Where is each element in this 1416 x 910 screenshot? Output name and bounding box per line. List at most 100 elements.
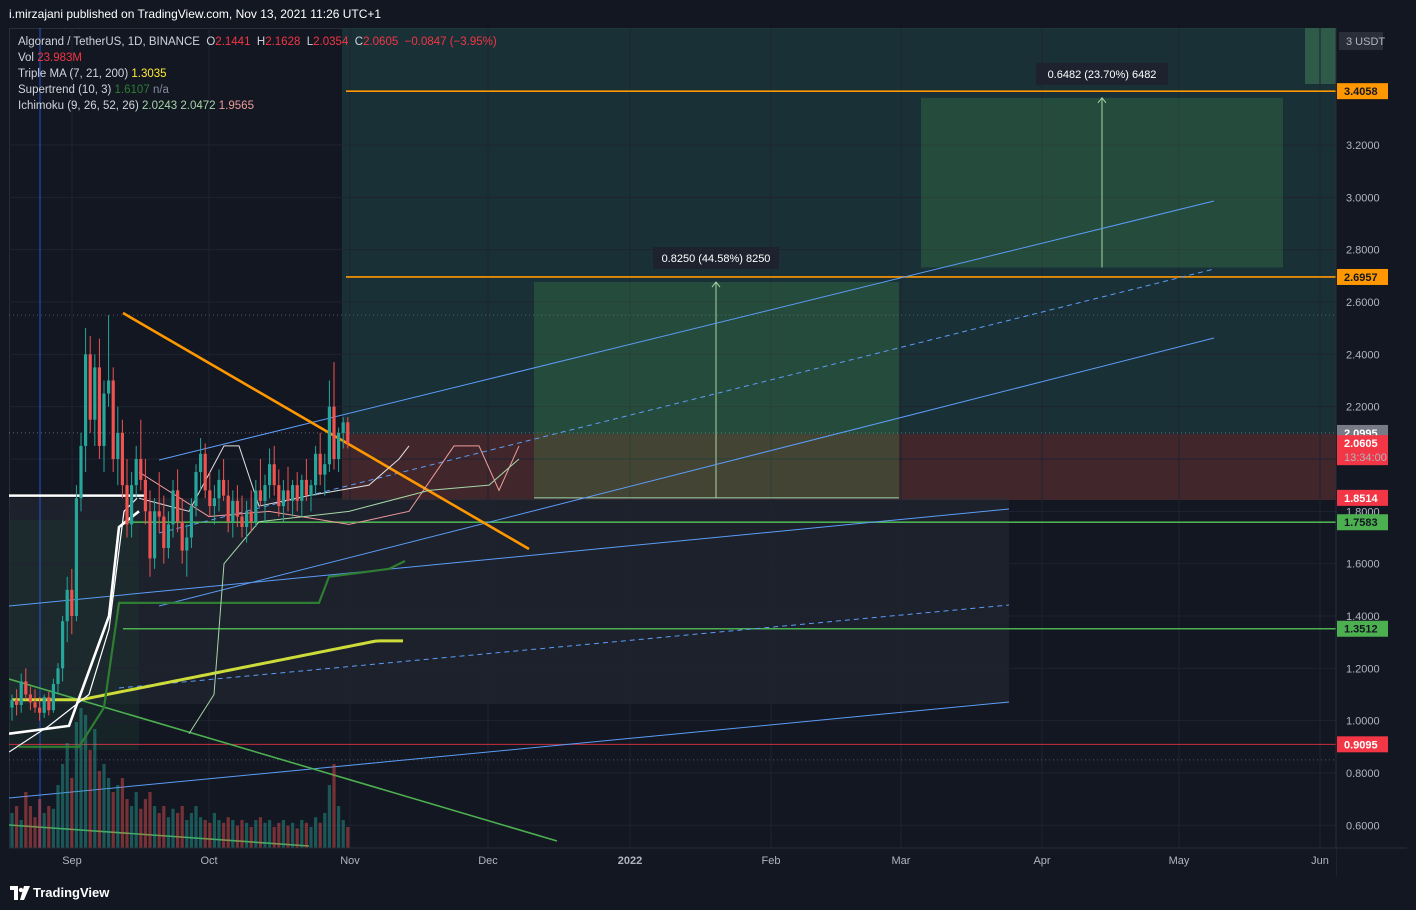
candle-body[interactable] bbox=[125, 485, 129, 525]
candle-body[interactable] bbox=[171, 490, 175, 525]
candle-body[interactable] bbox=[88, 354, 92, 420]
candle-body[interactable] bbox=[10, 699, 14, 708]
tradingview-brand[interactable]: TradingView bbox=[33, 885, 110, 900]
candle-body[interactable] bbox=[203, 453, 207, 491]
candle-body[interactable] bbox=[116, 432, 120, 459]
descending-trendline-green-lower[interactable] bbox=[9, 824, 310, 847]
candle-body[interactable] bbox=[281, 490, 285, 507]
candle-body[interactable] bbox=[65, 589, 69, 622]
measure-arrow-2-head[interactable] bbox=[1097, 97, 1107, 104]
price-tag[interactable] bbox=[1337, 83, 1388, 100]
measure-label-2-bg[interactable] bbox=[1036, 62, 1168, 85]
candle-body[interactable] bbox=[74, 498, 78, 616]
candle-body[interactable] bbox=[162, 516, 166, 548]
lower-channel-mid[interactable] bbox=[118, 604, 1010, 689]
candle-body[interactable] bbox=[42, 697, 46, 713]
candle-body[interactable] bbox=[327, 406, 331, 465]
candle-body[interactable] bbox=[38, 707, 42, 713]
candle-body[interactable] bbox=[332, 406, 336, 459]
candle-body[interactable] bbox=[208, 490, 212, 507]
legend-volume-row[interactable]: Vol 23.983M bbox=[18, 50, 497, 66]
currency-selector-label[interactable]: 3 USDT bbox=[1346, 36, 1385, 48]
price-tag[interactable] bbox=[1337, 620, 1388, 637]
measure-arrow-1-head[interactable] bbox=[711, 281, 721, 288]
candle-body[interactable] bbox=[346, 422, 350, 444]
legend-triple-ma-row[interactable]: Triple MA (7, 21, 200) 1.3035 bbox=[18, 66, 497, 82]
measure-label-1-bg[interactable] bbox=[653, 247, 779, 270]
candle-body[interactable] bbox=[102, 393, 106, 446]
candle-body[interactable] bbox=[258, 490, 262, 501]
candle-body[interactable] bbox=[309, 485, 313, 496]
candle-body[interactable] bbox=[318, 453, 322, 475]
candle-body[interactable] bbox=[56, 668, 60, 685]
candle-body[interactable] bbox=[148, 511, 152, 559]
candle-body[interactable] bbox=[189, 506, 193, 538]
candle-body[interactable] bbox=[143, 479, 147, 512]
symbol-title[interactable]: Algorand / TetherUS, 1D, BINANCE bbox=[18, 36, 200, 48]
candle-body[interactable] bbox=[166, 524, 170, 548]
candle-body[interactable] bbox=[93, 367, 97, 420]
currency-selector[interactable] bbox=[1339, 32, 1383, 50]
candle-body[interactable] bbox=[272, 464, 276, 486]
candle-body[interactable] bbox=[254, 490, 258, 522]
price-tag[interactable] bbox=[1337, 435, 1388, 466]
candle-body[interactable] bbox=[337, 432, 341, 459]
candle-body[interactable] bbox=[176, 490, 180, 522]
candle-body[interactable] bbox=[130, 485, 134, 525]
price-tag[interactable] bbox=[1337, 268, 1388, 285]
candle-body[interactable] bbox=[51, 684, 55, 711]
candle-body[interactable] bbox=[120, 432, 124, 486]
candle-body[interactable] bbox=[263, 485, 267, 501]
candle-body[interactable] bbox=[139, 458, 143, 480]
candle-body[interactable] bbox=[153, 511, 157, 559]
candle-body[interactable] bbox=[226, 495, 230, 522]
candle-body[interactable] bbox=[157, 511, 161, 517]
lower-channel-top[interactable] bbox=[9, 508, 1010, 607]
candle-body[interactable] bbox=[28, 694, 32, 703]
candle-body[interactable] bbox=[47, 697, 51, 711]
candle-body[interactable] bbox=[295, 485, 299, 501]
legend-ichimoku-row[interactable]: Ichimoku (9, 26, 52, 26) 2.0243 2.0472 1… bbox=[18, 98, 497, 114]
candle-body[interactable] bbox=[107, 380, 111, 394]
legend-supertrend-row[interactable]: Supertrend (10, 3) 1.6107 n/a bbox=[18, 82, 497, 98]
candle-body[interactable] bbox=[268, 464, 272, 486]
candle-body[interactable] bbox=[79, 445, 83, 499]
supertrend-buy-marker[interactable] bbox=[352, 521, 360, 524]
candle-body[interactable] bbox=[24, 681, 28, 695]
supertrend-line[interactable] bbox=[19, 560, 406, 748]
tradingview-logo-icon[interactable] bbox=[10, 886, 30, 900]
candle-body[interactable] bbox=[185, 537, 189, 551]
price-chart[interactable]: 0.60000.80001.00001.20001.40001.60001.80… bbox=[9, 28, 1407, 876]
candle-body[interactable] bbox=[194, 472, 198, 507]
candle-body[interactable] bbox=[300, 479, 304, 501]
candle-body[interactable] bbox=[277, 485, 281, 507]
candle-body[interactable] bbox=[217, 479, 221, 499]
candle-body[interactable] bbox=[323, 464, 327, 475]
price-tag[interactable] bbox=[1337, 489, 1388, 506]
price-tag[interactable] bbox=[1337, 514, 1388, 531]
candle-body[interactable] bbox=[291, 485, 295, 501]
candle-body[interactable] bbox=[212, 498, 216, 507]
candle-body[interactable] bbox=[245, 511, 249, 528]
candle-body[interactable] bbox=[134, 458, 138, 486]
candle-body[interactable] bbox=[15, 699, 19, 705]
candle-body[interactable] bbox=[231, 500, 235, 522]
upper-channel-mid[interactable] bbox=[158, 268, 1215, 534]
candle-body[interactable] bbox=[84, 354, 88, 446]
candle-body[interactable] bbox=[314, 453, 318, 486]
candle-body[interactable] bbox=[222, 479, 226, 496]
candle-body[interactable] bbox=[180, 521, 184, 551]
candle-body[interactable] bbox=[235, 500, 239, 517]
candle-body[interactable] bbox=[341, 422, 345, 433]
candle-body[interactable] bbox=[70, 589, 74, 616]
candle-body[interactable] bbox=[111, 380, 115, 459]
upper-channel-bottom[interactable] bbox=[158, 337, 1215, 607]
candle-body[interactable] bbox=[61, 621, 65, 669]
lower-channel-bottom[interactable] bbox=[9, 701, 1010, 799]
candle-body[interactable] bbox=[19, 681, 23, 705]
candle-body[interactable] bbox=[199, 453, 203, 473]
price-tag[interactable] bbox=[1337, 736, 1388, 753]
ichimoku-span-a-line[interactable] bbox=[188, 458, 520, 734]
descending-trendline-green[interactable] bbox=[9, 678, 558, 842]
candle-body[interactable] bbox=[33, 702, 37, 708]
